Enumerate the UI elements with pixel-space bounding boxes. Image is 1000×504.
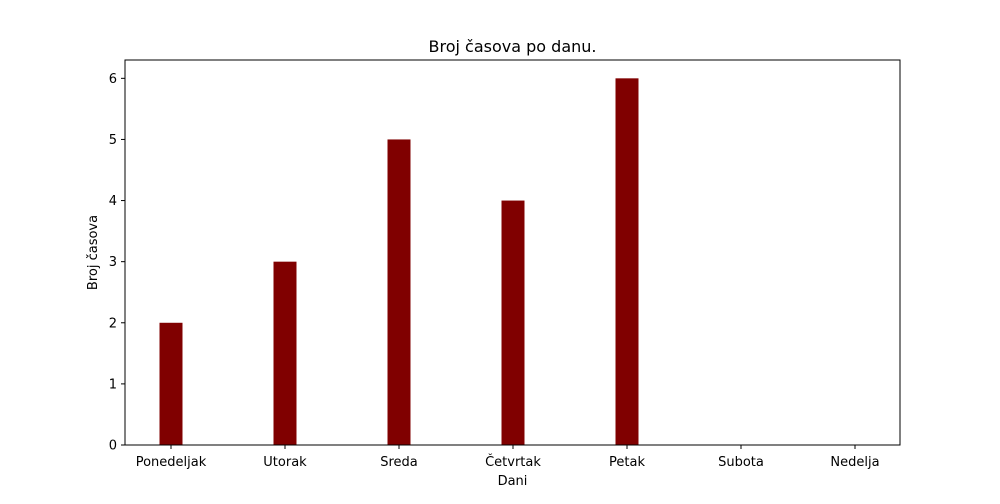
y-tick-label: 4 (109, 194, 117, 209)
bar-petak (615, 78, 639, 445)
bar-utorak (273, 261, 297, 445)
y-tick-label: 1 (109, 377, 117, 392)
bar-sreda (387, 139, 411, 445)
ticks-layer: Ponedeljak Utorak Sreda Četvrtak Petak Subota… (109, 72, 880, 470)
y-axis-label: Broj časova (86, 215, 101, 290)
x-tick-label: Ponedeljak (136, 455, 207, 470)
y-tick-label: 2 (109, 316, 117, 331)
chart-title: Broj časova po danu. (429, 37, 597, 56)
x-tick-label: Subota (718, 455, 764, 470)
x-tick-label: Utorak (263, 455, 307, 470)
y-tick-label: 6 (109, 72, 117, 87)
x-tick-label: Sreda (380, 455, 418, 470)
x-axis-label: Dani (498, 474, 528, 489)
x-tick-label: Četvrtak (485, 454, 541, 470)
y-tick-label: 3 (109, 255, 117, 270)
y-tick-label: 5 (109, 133, 117, 148)
bar-ponedeljak (159, 322, 183, 445)
bars-layer (159, 78, 639, 445)
bar--etvrtak (501, 200, 525, 445)
y-tick-label: 0 (109, 439, 117, 454)
x-tick-label: Petak (609, 455, 645, 470)
x-tick-label: Nedelja (830, 455, 879, 470)
plot-frame (124, 59, 901, 446)
